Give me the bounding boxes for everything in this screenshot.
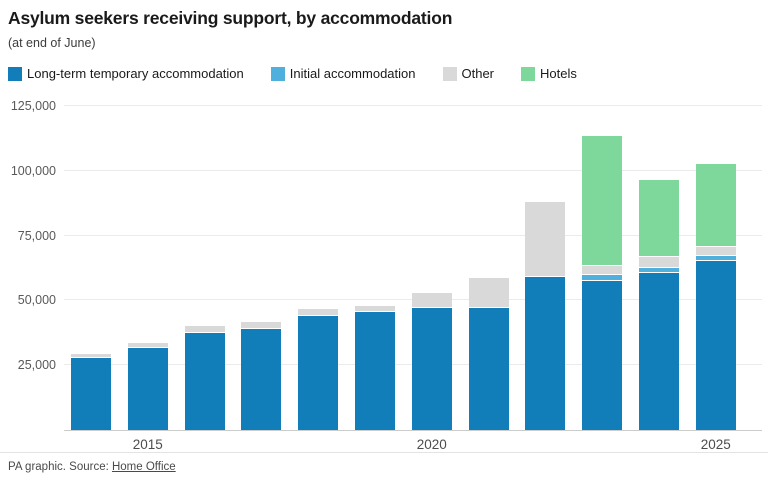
x-axis-label-2020: 2020 (416, 437, 447, 452)
bar-2022-segment-long-term-temporary-accommodation (525, 275, 566, 430)
bar-2014-segment-long-term-temporary-accommodation (71, 357, 111, 430)
bar-2019-segment-long-term-temporary-accommodation (355, 310, 395, 430)
legend-item-0: Long-term temporary accommodation (8, 66, 244, 81)
legend-item-2: Other (442, 66, 495, 81)
credit-text: PA graphic. Source: (8, 461, 112, 473)
legend: Long-term temporary accommodation Initial… (8, 66, 577, 81)
bar-2018 (298, 106, 339, 430)
bar-2021-segment-long-term-temporary-accommodation (468, 306, 509, 430)
bar-2021-segment-other (468, 278, 509, 307)
x-axis-line (64, 430, 762, 431)
plot-area (64, 105, 762, 431)
bar-2023-segment-other (582, 265, 623, 275)
bar-2017 (241, 106, 282, 430)
bar-2023-segment-long-term-temporary-accommodation (582, 279, 623, 430)
y-axis-label: 50,000 (17, 293, 56, 308)
bar-2017-segment-other (241, 322, 282, 328)
chart-area: 25,000 50,000 75,000 100,000 125,000 2015 2020… (0, 99, 768, 466)
bar-2018-segment-other (298, 309, 339, 315)
gridline-75,000 (64, 234, 762, 236)
bar-2015-segment-other (127, 343, 168, 348)
bar-2025-segment-initial-accommodation (695, 255, 736, 261)
bar-2024-segment-hotels (639, 179, 679, 257)
bar-2019 (355, 106, 395, 430)
x-axis-label-2015: 2015 (132, 437, 163, 452)
bar-2023-segment-hotels (582, 135, 623, 266)
bar-2023 (582, 106, 623, 430)
bar-2020 (411, 106, 452, 430)
bar-2025-segment-long-term-temporary-accommodation (695, 260, 736, 430)
bar-2016 (184, 106, 225, 430)
gridline-125,000 (64, 105, 762, 106)
bar-2014-segment-other (71, 353, 111, 358)
bar-2024-segment-other (639, 256, 679, 267)
x-axis-label-2025: 2025 (700, 437, 731, 452)
legend-swatch-icon (270, 66, 285, 81)
legend-label: Long-term temporary accommodation (27, 66, 244, 81)
chart-title: Asylum seekers receiving support, by acc… (8, 8, 453, 28)
y-axis-label: 125,000 (10, 99, 56, 113)
bar-2025 (695, 106, 736, 430)
bar-2014 (71, 106, 111, 430)
bar-2016-segment-long-term-temporary-accommodation (184, 331, 225, 430)
footer-divider (0, 452, 768, 453)
bar-2020-segment-long-term-temporary-accommodation (411, 306, 452, 430)
bar-2022 (525, 106, 566, 430)
chart-subtitle: (at end of June) (8, 36, 96, 50)
gridline-100,000 (64, 169, 762, 171)
legend-swatch-icon (442, 66, 457, 81)
bar-2022-segment-other (525, 201, 566, 276)
legend-item-3: Hotels (521, 66, 577, 81)
bar-2024-segment-initial-accommodation (639, 266, 679, 272)
legend-swatch-icon (8, 66, 22, 81)
bar-2016-segment-other (184, 326, 225, 332)
y-axis-label: 100,000 (10, 163, 56, 178)
bar-2023-segment-initial-accommodation (582, 274, 623, 280)
source-credit: PA graphic. Source: Home Office (8, 461, 176, 473)
bar-2017-segment-long-term-temporary-accommodation (241, 327, 282, 430)
legend-label: Hotels (540, 66, 577, 81)
legend-swatch-icon (521, 66, 536, 81)
bar-2015-segment-long-term-temporary-accommodation (127, 347, 168, 430)
y-axis-label: 75,000 (17, 228, 56, 243)
bar-2020-segment-other (411, 292, 452, 307)
bar-2015 (127, 106, 168, 430)
bar-2025-segment-other (695, 245, 736, 256)
bar-2024 (639, 106, 679, 430)
legend-item-1: Initial accommodation (270, 66, 416, 81)
y-axis-label: 25,000 (17, 358, 56, 373)
bar-2018-segment-long-term-temporary-accommodation (298, 314, 339, 430)
source-link[interactable]: Home Office (111, 461, 176, 473)
bar-2024-segment-long-term-temporary-accommodation (639, 271, 679, 430)
legend-label: Other (461, 66, 495, 81)
bar-2021 (468, 106, 509, 430)
bar-2025-segment-hotels (695, 164, 736, 246)
legend-label: Initial accommodation (289, 66, 416, 81)
bar-2019-segment-other (355, 305, 395, 311)
